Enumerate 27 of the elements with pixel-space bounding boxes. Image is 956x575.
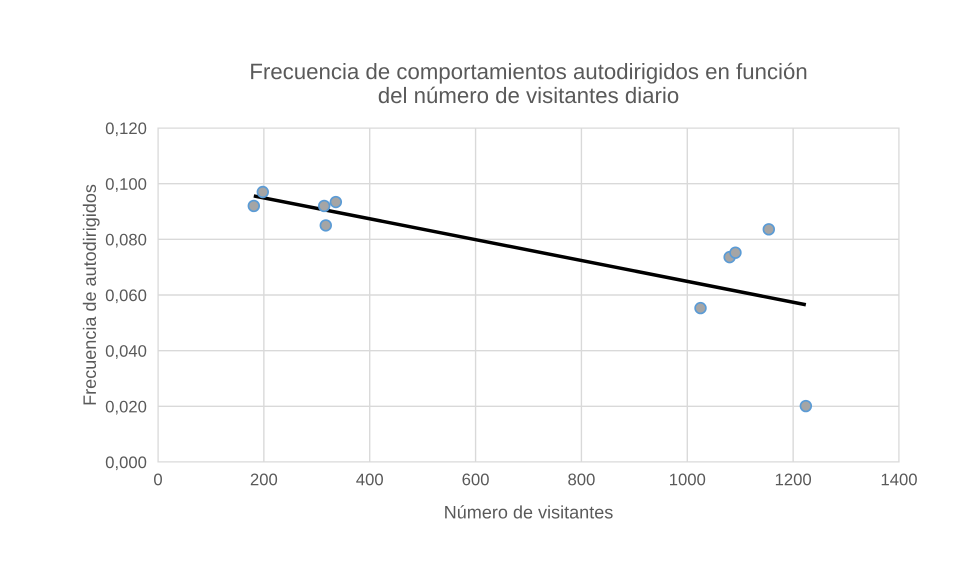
y-tick-label: 0,020 xyxy=(106,400,146,415)
point xyxy=(318,200,330,212)
x-tick-label: 800 xyxy=(568,474,595,486)
x-tick-label: 0 xyxy=(154,474,162,486)
x-tick-label: 200 xyxy=(250,474,278,486)
point xyxy=(729,246,742,259)
x-tick-label: 1000 xyxy=(670,474,706,486)
point xyxy=(320,219,332,232)
x-tick-label: 600 xyxy=(462,474,489,486)
x-tick-label: 1200 xyxy=(776,474,812,486)
x-axis-title: Número de visitantes xyxy=(445,505,613,519)
y-tick-label: 0,100 xyxy=(106,178,146,192)
y-axis-title: Frecuencia de autodirigidos xyxy=(82,184,100,404)
y-tick-label: 0,000 xyxy=(106,456,146,470)
point xyxy=(248,200,260,212)
chart-title: Frecuencia de comportamientos autodirigidos en función del número de visitantes diario xyxy=(251,62,806,104)
point xyxy=(762,223,776,236)
x-tick-label: 1400 xyxy=(882,474,917,486)
y-tick-label: 0,120 xyxy=(106,122,146,136)
y-tick-label: 0,060 xyxy=(106,289,146,304)
y-tick-label: 0,080 xyxy=(106,234,146,248)
point xyxy=(694,302,707,314)
point xyxy=(256,186,270,198)
point xyxy=(800,400,812,412)
point xyxy=(330,196,342,208)
y-tick-label: 0,040 xyxy=(106,345,146,359)
x-tick-label: 400 xyxy=(356,474,383,486)
